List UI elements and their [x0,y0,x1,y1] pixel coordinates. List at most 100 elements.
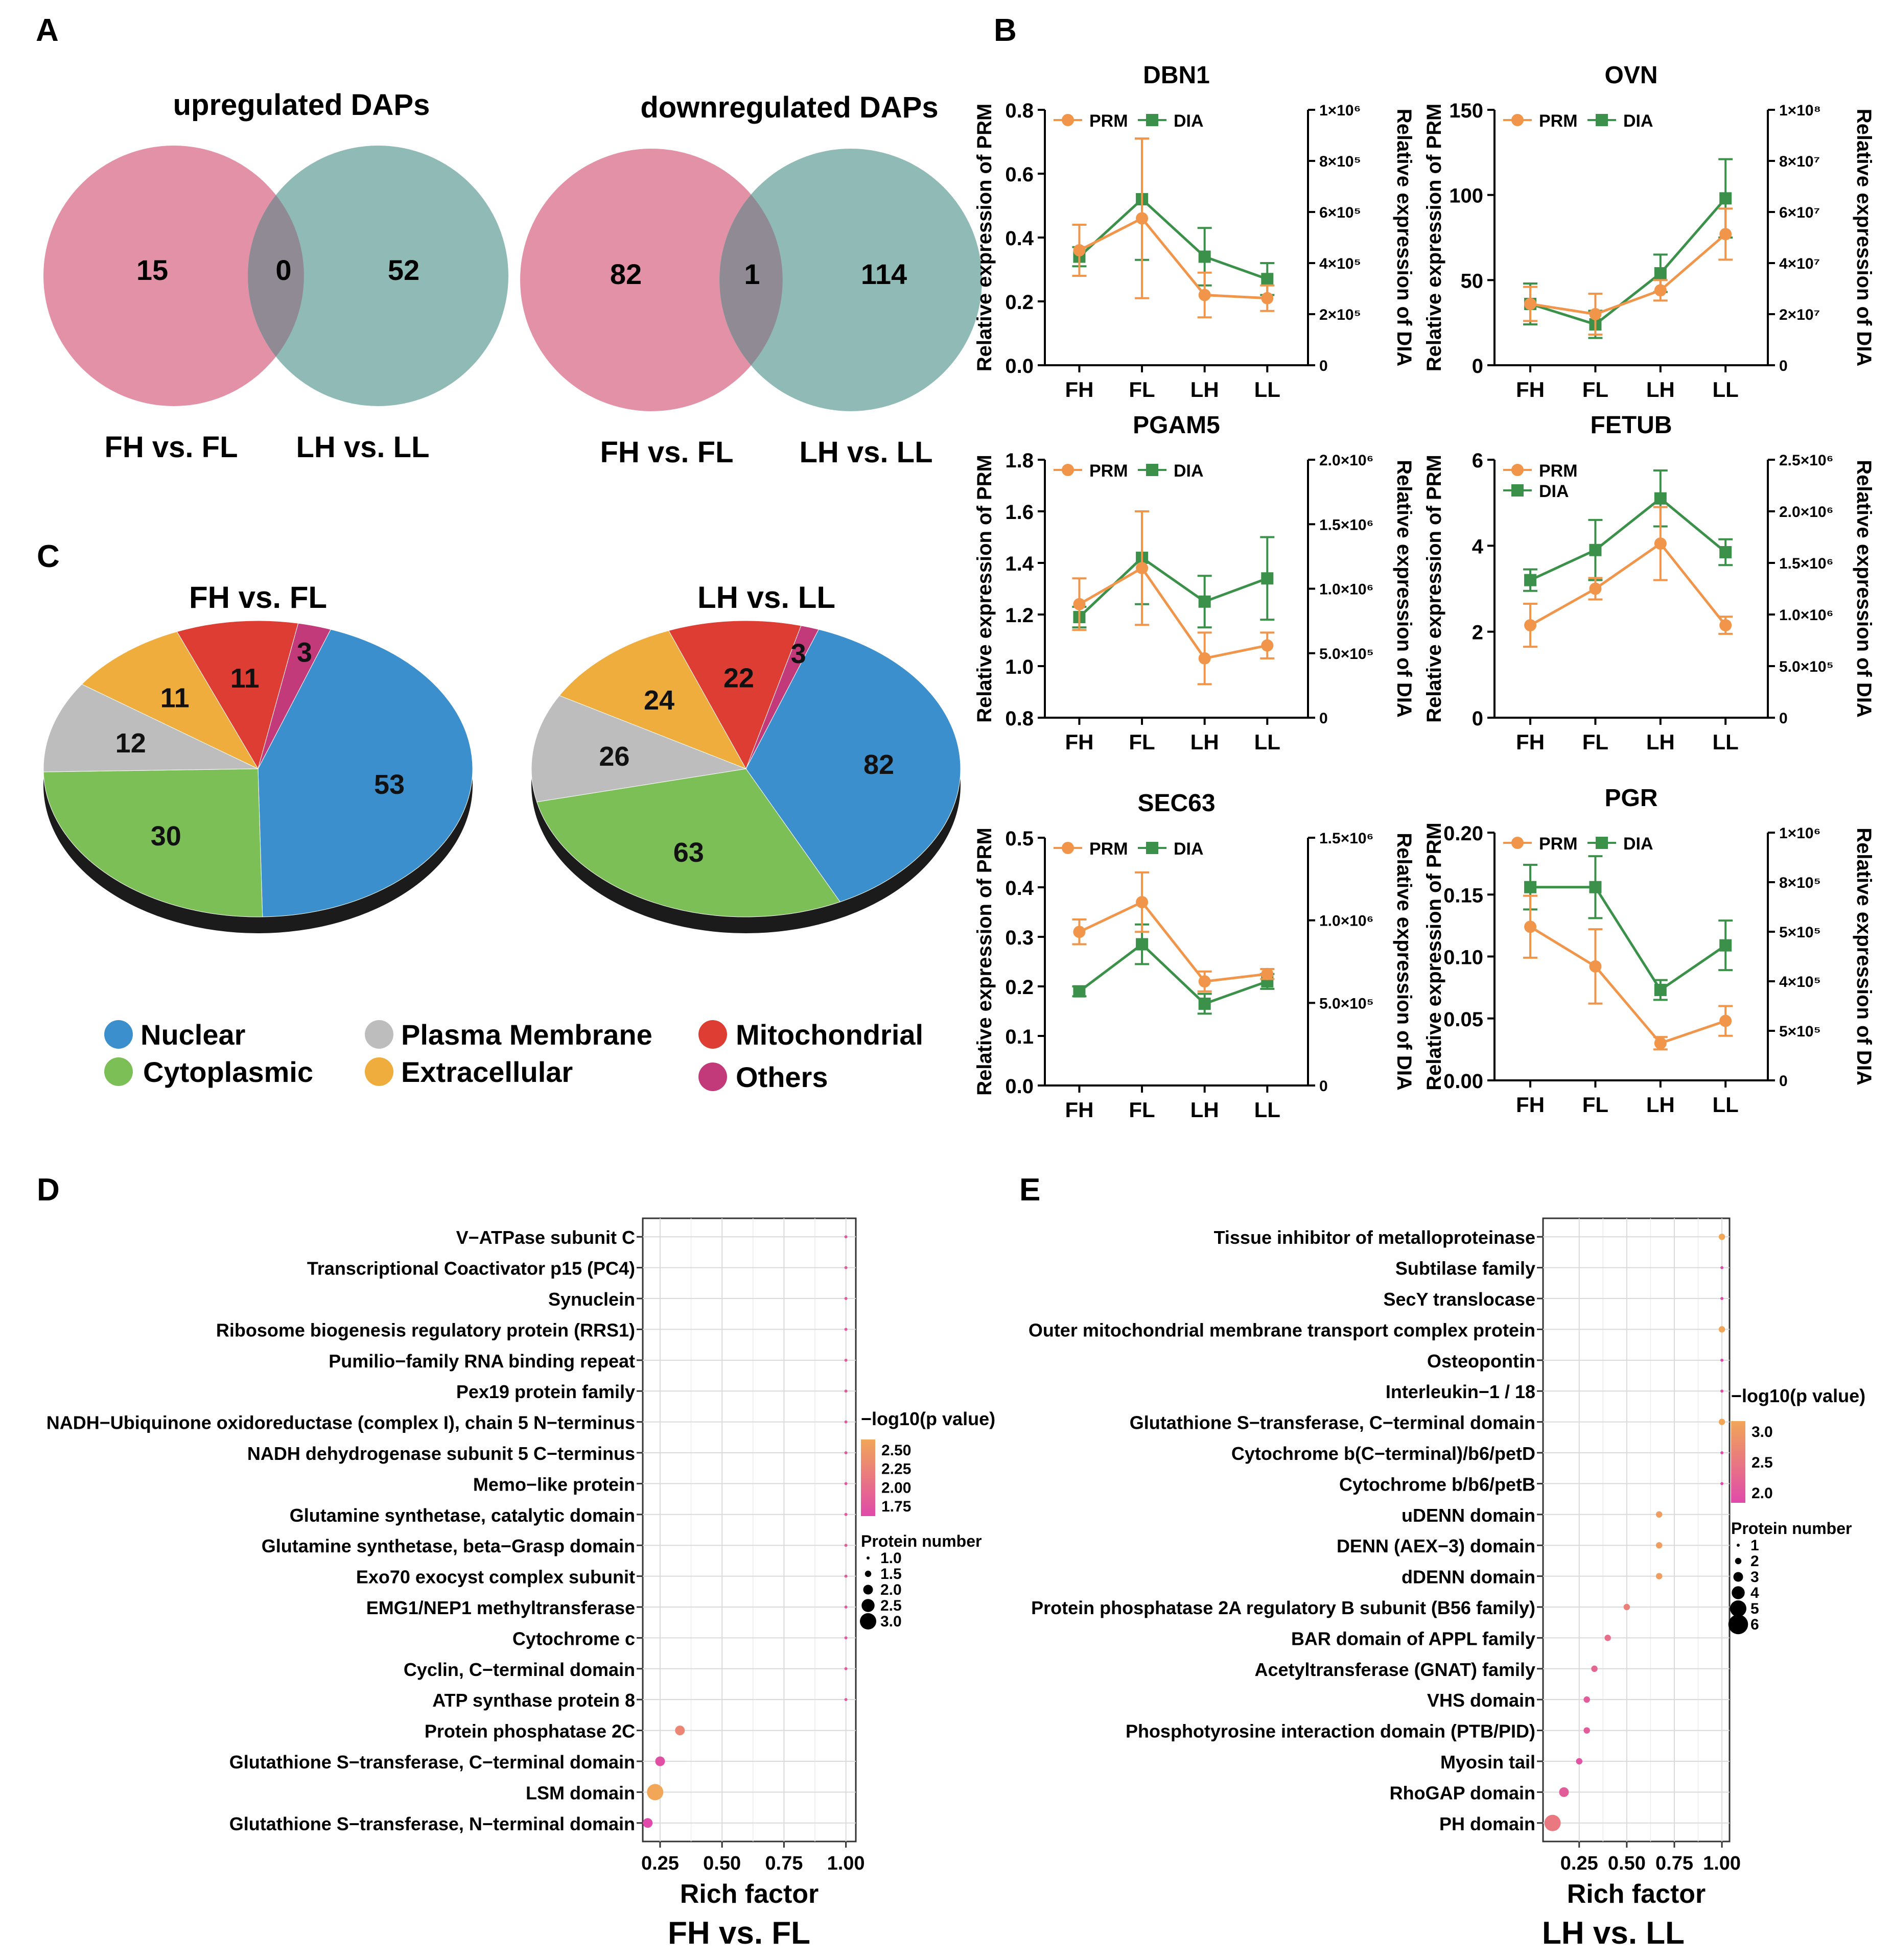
category-label: Glutamine synthetase, catalytic domain [290,1505,635,1526]
y-tick-label: 2 [1472,622,1483,644]
data-point [844,1636,848,1640]
y2-tick-label: 2×10⁵ [1319,306,1361,323]
color-tick-label: 2.50 [881,1442,911,1459]
y2-tick-label: 6×10⁷ [1779,204,1820,221]
y-tick-label: 1.0 [1005,656,1034,678]
y-tick-label: 6 [1472,450,1483,472]
y2-tick-label: 1.0×10⁶ [1319,913,1373,930]
size-legend-dot [1728,1614,1748,1635]
point-prm [1654,284,1667,297]
x-tick-label: LL [1713,730,1739,754]
pie-slice-extracellular [81,631,259,770]
category-label: dDENN domain [1402,1567,1535,1588]
data-point [1720,1451,1724,1455]
y-tick-label: 0.3 [1005,927,1034,949]
category-label: Ribosome biogenesis regulatory protein (… [216,1319,635,1340]
category-label: Osteopontin [1427,1351,1535,1372]
y-tick-label: 0.1 [1005,1026,1034,1048]
size-legend-dot [1733,1572,1743,1582]
y-tick-label: 1.4 [1005,553,1034,575]
panel-label-a: A [36,13,59,48]
category-label: Glutathione S−transferase, C−terminal do… [229,1752,635,1773]
legend-label: PRM [1089,839,1128,859]
dot-plot-lh-ll: 0.25 0.50 0.75 1.00 Tissue inhibitor of meta… [1029,1217,1865,1951]
point-prm [1261,292,1274,304]
venn-count-right: 52 [388,254,419,286]
x-tick-label: 0.75 [1655,1853,1693,1874]
y2-tick-label: 1.5×10⁶ [1319,516,1373,533]
y2-tick-label: 5.0×10⁵ [1319,646,1374,663]
legend-marker-dia [1596,114,1608,126]
x-tick-label: FH [1065,1098,1093,1122]
point-dia [1719,192,1732,205]
category-label: Cytochrome b(C−terminal)/b6/petD [1231,1443,1535,1464]
x-tick-label: FL [1129,730,1155,754]
category-label: ATP synthase protein 8 [432,1690,635,1711]
pie-slice-label: 30 [151,821,181,852]
point-dia [1654,492,1667,505]
legend-swatch-mitochondrial [698,1020,727,1049]
x-tick-label: FH [1516,377,1545,402]
chart-title: PGR [1604,785,1657,812]
y-tick-label: 0.2 [1005,291,1034,314]
y-tick-label: 0.2 [1005,976,1034,999]
color-tick-label: 2.0 [1751,1485,1773,1502]
venn-circle-right [248,146,508,406]
x-tick-label: FH [1516,1093,1545,1117]
y2-tick-label: 8×10⁵ [1779,875,1821,891]
legend-label-plasma-membrane: Plasma Membrane [401,1019,652,1051]
x-tick-label: FL [1582,377,1608,402]
point-prm [1073,926,1086,938]
series-line-prm [1079,900,1268,983]
venn-label-left: FH vs. FL [600,436,733,469]
y-tick-label: 1.8 [1005,450,1034,472]
pie-slice-cytoplasmic [536,768,841,917]
size-tick-label: 4 [1750,1585,1759,1601]
y-tick-label: 1.2 [1005,604,1034,627]
point-prm [1261,639,1274,652]
y2-tick-label: 0 [1779,1073,1788,1090]
category-label: Glutathione S−transferase, C−terminal do… [1130,1412,1535,1433]
pie-slice-extracellular [559,630,747,769]
legend-label: PRM [1539,834,1578,854]
legend-label: DIA [1174,461,1204,481]
x-tick-label: FL [1129,377,1155,402]
x-tick-label: 0.25 [1560,1853,1598,1874]
y2-tick-label: 1×10⁶ [1779,825,1820,842]
x-tick-label: LL [1713,377,1739,402]
y-tick-label: 0.20 [1443,822,1483,845]
y-tick-label: 0 [1472,707,1483,730]
pie-slices: 53 30 12 11 11 3 [43,620,473,933]
y2-tick-label: 8×10⁵ [1319,153,1361,170]
legend-marker-prm [1062,114,1074,126]
pie-slice-label: 22 [723,663,754,693]
y2-tick-label: 5.0×10⁵ [1319,995,1374,1012]
size-tick-label: 2.0 [880,1581,902,1598]
point-prm [1136,212,1149,225]
y-tick-label: 4 [1472,535,1484,558]
point-dia [1524,574,1537,586]
y-axis-title: Relative expression of PRM [973,104,996,372]
venn-label-right: LH vs. LL [799,436,932,469]
y2-tick-label: 0 [1319,358,1328,374]
point-dia [1589,544,1602,556]
color-bar [861,1439,875,1516]
y2-tick-label: 0 [1779,358,1788,374]
series-line-prm [1529,926,1726,1045]
legend-swatch-others [698,1062,727,1091]
legend-swatch-plasma-membrane [365,1020,393,1049]
y2-tick-label: 2×10⁷ [1779,306,1820,323]
legend-label: DIA [1174,111,1204,131]
x-tick-label: LL [1254,730,1280,754]
y2-axis-title: Relative expression of DIA [1853,828,1875,1085]
point-prm [1719,228,1732,241]
venn-circle-left [43,146,304,406]
point-dia [1136,938,1149,951]
pie-slice-mitochondrial [176,620,299,770]
venn-overlap [719,195,783,365]
venn-overlap [248,195,304,357]
category-label: Memo−like protein [473,1474,635,1495]
y-tick-label: 0.8 [1005,707,1034,730]
pie-slice-plasma-membrane [531,695,747,802]
size-legend-title: Protein number [1731,1519,1852,1538]
